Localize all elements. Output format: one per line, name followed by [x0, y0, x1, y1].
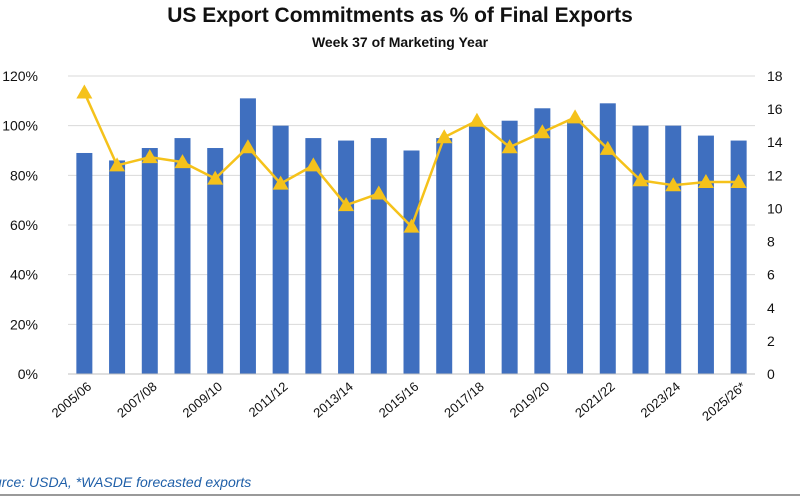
y-left-tick-label: 80% — [10, 167, 38, 183]
bar — [76, 152, 93, 374]
x-tick-label: 2019/20 — [507, 379, 553, 421]
bar — [370, 138, 387, 374]
bar — [207, 148, 224, 374]
line-marker-triangle — [305, 157, 322, 172]
line-marker-triangle — [665, 177, 682, 192]
bar — [174, 138, 191, 374]
y-left-tick-label: 40% — [10, 267, 38, 283]
bar — [730, 140, 747, 374]
x-tick-label: 2007/08 — [114, 379, 160, 421]
y-right-tick-label: 0 — [767, 366, 775, 382]
bottom-divider — [0, 494, 800, 496]
line-marker-triangle — [207, 170, 224, 185]
bar — [534, 108, 551, 375]
y-right-tick-label: 14 — [767, 134, 783, 150]
line-marker-triangle — [272, 175, 289, 190]
bar — [305, 138, 322, 374]
y-right-tick-label: 16 — [767, 101, 783, 117]
bar — [697, 135, 714, 374]
y-left-tick-label: 20% — [10, 316, 38, 332]
line-marker-triangle — [141, 149, 158, 164]
y-right-tick-label: 2 — [767, 333, 775, 349]
y-right-tick-label: 6 — [767, 267, 775, 283]
y-left-tick-label: 0% — [18, 366, 38, 382]
y-left-tick-label: 100% — [2, 118, 38, 134]
y-left-tick-label: 60% — [10, 217, 38, 233]
line-marker-triangle — [501, 139, 518, 154]
bar — [403, 150, 420, 374]
bar — [501, 120, 518, 374]
line-marker-triangle — [730, 173, 747, 188]
bar — [338, 140, 355, 374]
x-tick-label: 2015/16 — [376, 379, 422, 421]
bar — [468, 125, 485, 375]
bar — [272, 125, 289, 375]
line-marker-triangle — [468, 112, 485, 127]
line-marker-triangle — [403, 218, 420, 233]
bar — [239, 98, 256, 374]
x-tick-label: 2013/14 — [310, 379, 356, 421]
chart-subtitle: Week 37 of Marketing Year — [311, 34, 489, 50]
line-marker-triangle — [370, 185, 387, 200]
y-right-tick-label: 4 — [767, 300, 775, 316]
line-marker-triangle — [76, 84, 93, 99]
line-marker-triangle — [239, 139, 256, 154]
bar — [632, 125, 649, 375]
bar — [141, 148, 158, 374]
x-tick-label: 2005/06 — [49, 379, 95, 421]
line-marker-triangle — [697, 173, 714, 188]
source-note: urce: USDA, *WASDE forecasted exports — [0, 474, 252, 490]
bar — [599, 103, 616, 375]
chart-title: US Export Commitments as % of Final Expo… — [167, 4, 633, 27]
bar — [436, 138, 453, 374]
x-tick-label: 2023/24 — [637, 379, 683, 421]
line-marker-triangle — [109, 157, 126, 172]
bar — [665, 125, 682, 375]
line-marker-triangle — [567, 109, 584, 124]
x-tick-label: 2025/26* — [699, 379, 749, 424]
y-right-tick-label: 8 — [767, 234, 775, 250]
line-marker-triangle — [534, 124, 551, 139]
line-marker-triangle — [632, 172, 649, 187]
x-tick-label: 2017/18 — [441, 379, 487, 421]
y-right-tick-label: 12 — [767, 167, 783, 183]
x-tick-label: 2021/22 — [572, 379, 618, 421]
x-tick-label: 2009/10 — [179, 379, 225, 421]
x-tick-label: 2011/12 — [246, 379, 291, 420]
bar — [567, 120, 584, 374]
line-marker-triangle — [338, 197, 355, 212]
bar — [109, 160, 126, 374]
line-marker-triangle — [436, 129, 453, 144]
line-marker-triangle — [174, 154, 191, 169]
y-right-tick-label: 10 — [767, 200, 783, 216]
y-left-tick-label: 120% — [2, 68, 38, 84]
line-marker-triangle — [599, 140, 616, 155]
y-right-tick-label: 18 — [767, 68, 783, 84]
